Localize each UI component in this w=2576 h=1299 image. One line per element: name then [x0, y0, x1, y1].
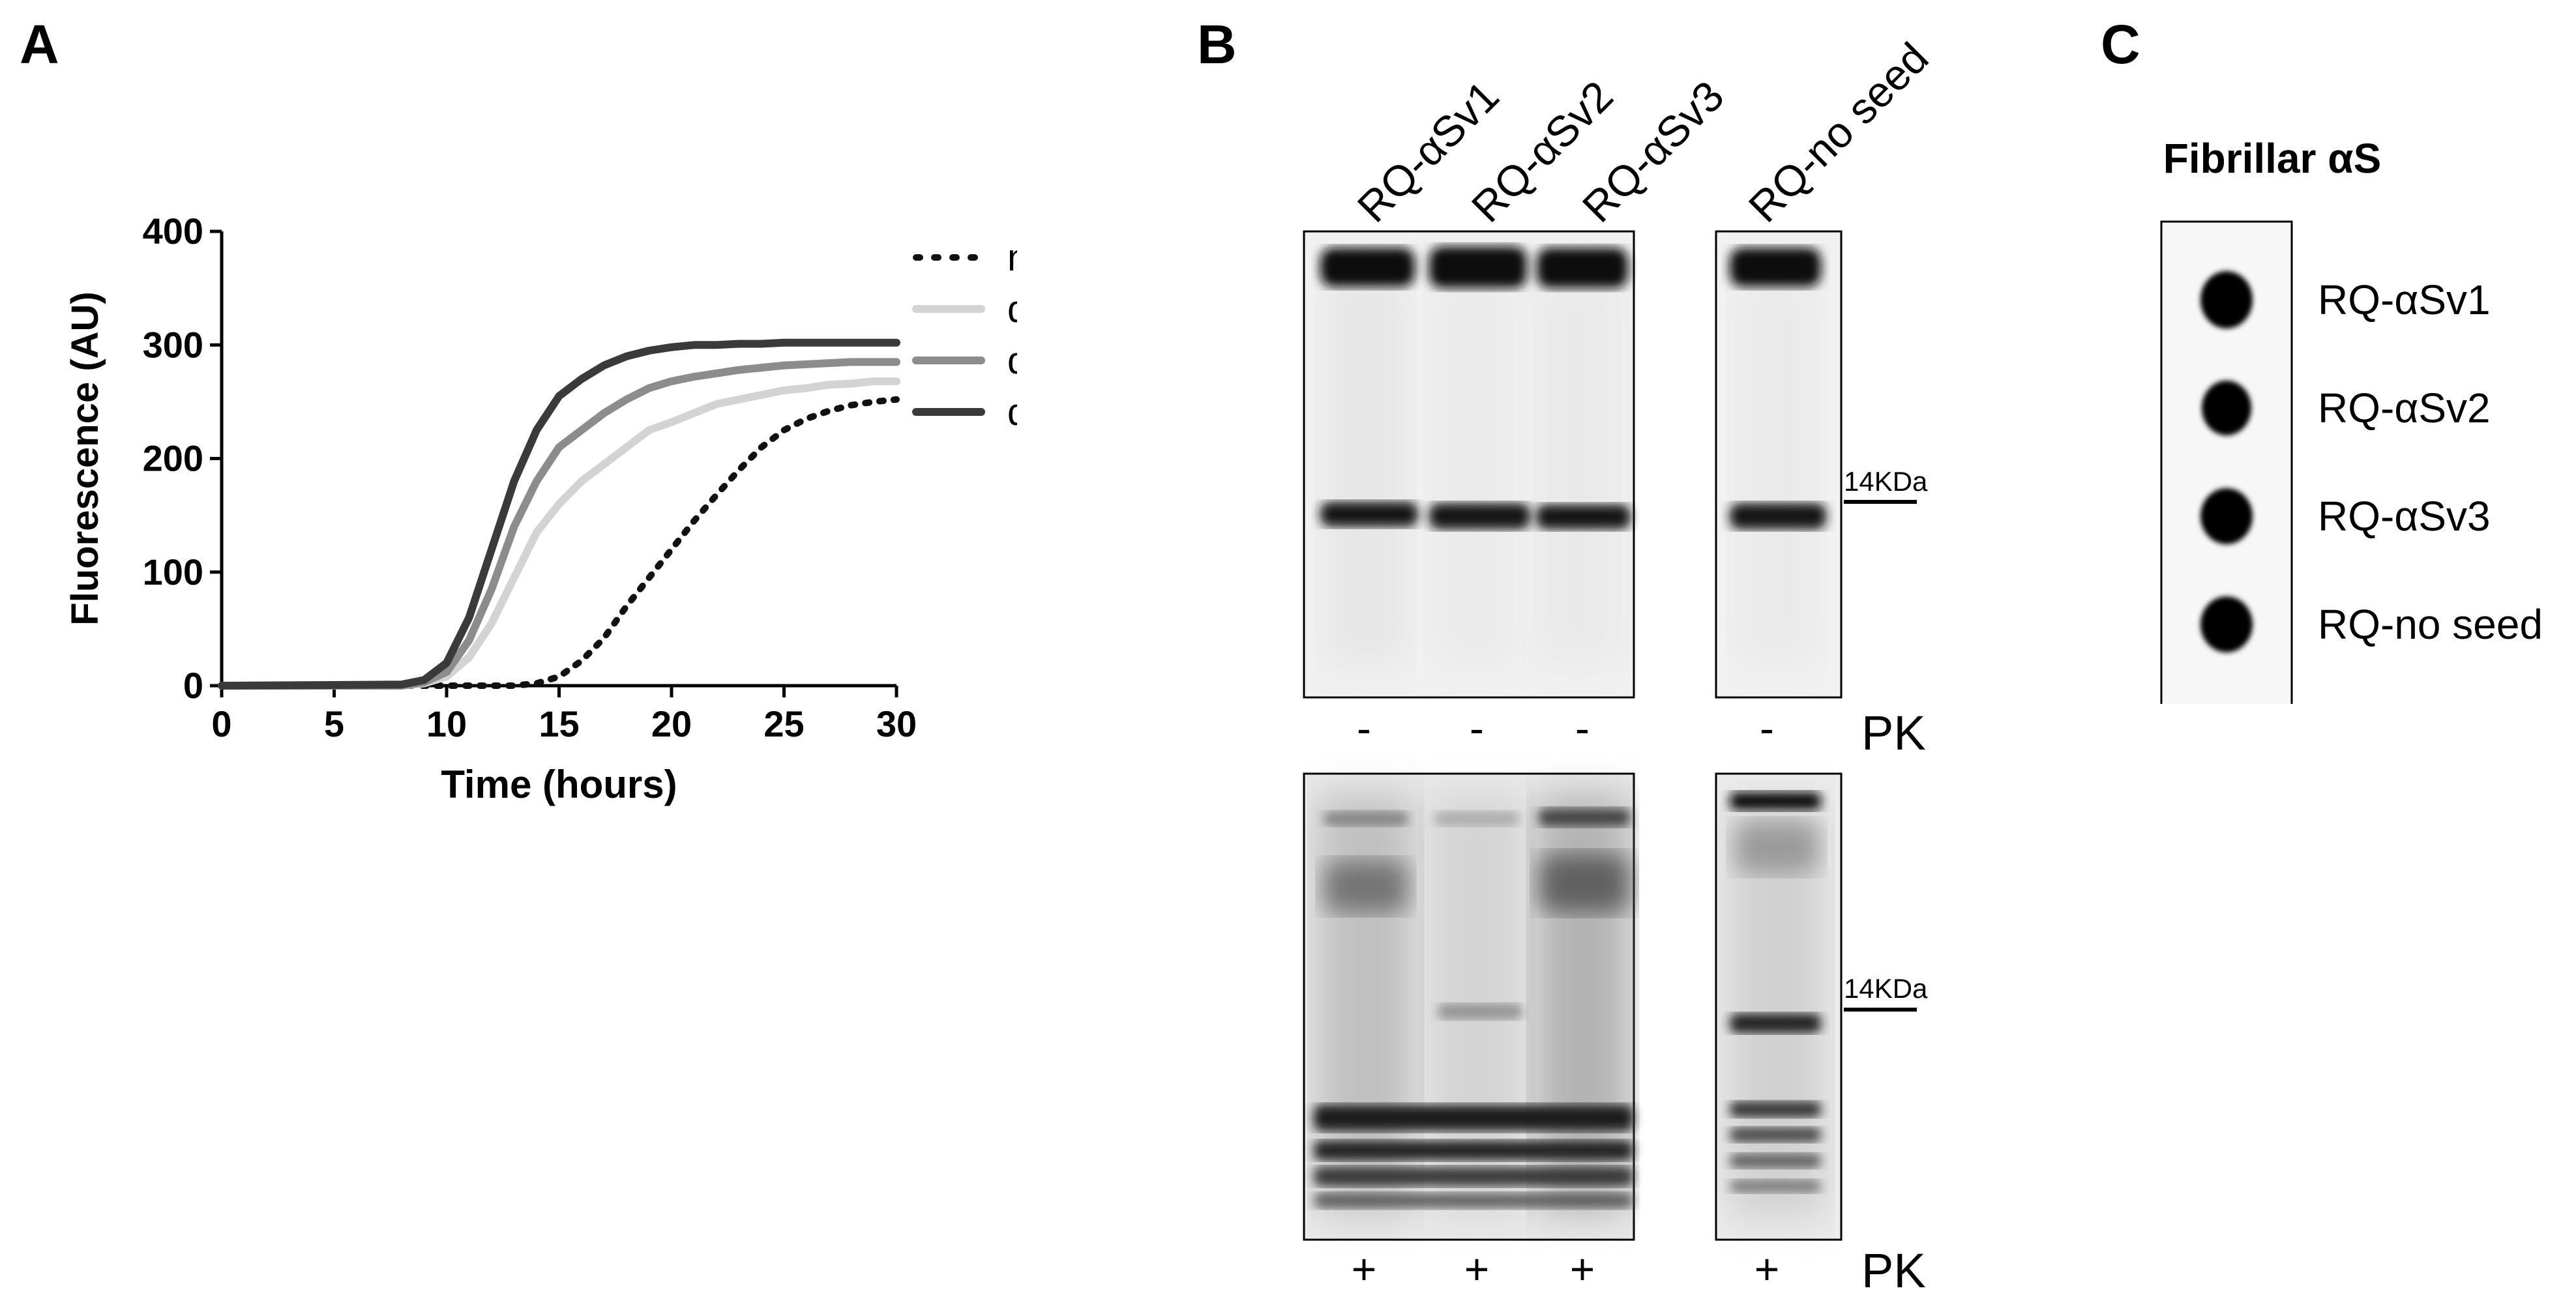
marker-label-top: 14KDa: [1844, 466, 1928, 497]
bottom-blot-left: [1303, 772, 1635, 1241]
y-tick-label-0: 0: [183, 665, 203, 706]
pk-sign-bottom-4: +: [1754, 1245, 1780, 1293]
legend-label-1: αSv1: [1007, 288, 1017, 330]
y-tick-label-3: 300: [143, 324, 203, 365]
marker-label-bottom: 14KDa: [1844, 973, 1928, 1004]
top-blot-right: [1715, 230, 1843, 699]
x-tick-label-4: 20: [651, 703, 692, 744]
top-blot-left: [1303, 230, 1635, 699]
legend-label-0: no seed: [1007, 237, 1017, 279]
y-tick-label-1: 100: [143, 551, 203, 592]
pk-label-top: PK: [1861, 706, 1926, 760]
pk-sign-top-3: -: [1575, 704, 1590, 752]
dot-label-3: RQ-αSv3: [2318, 493, 2491, 540]
dot-blot-title: Fibrillar αS: [2163, 135, 2382, 182]
x-tick-label-5: 25: [763, 703, 804, 744]
panel-label-c: C: [2101, 14, 2140, 75]
pk-label-bottom: PK: [1861, 1244, 1926, 1298]
dot-1: [2200, 271, 2253, 328]
dot-label-1: RQ-αSv1: [2318, 276, 2491, 323]
series-line-0: [218, 396, 900, 689]
dot-4: [2200, 596, 2253, 652]
dot-label-4: RQ-no seed: [2318, 601, 2543, 648]
y-tick-label-2: 200: [143, 438, 203, 479]
pk-sign-bottom-3: +: [1570, 1245, 1595, 1293]
x-tick-label-0: 0: [211, 703, 231, 744]
x-tick-label-2: 10: [426, 703, 467, 744]
pk-sign-bottom-1: +: [1352, 1245, 1377, 1293]
pk-sign-top-1: -: [1357, 704, 1371, 752]
panel-label-a: A: [20, 14, 59, 75]
x-tick-label-6: 30: [876, 703, 917, 744]
fluorescence-chart: 0 100 200 300 400 0 5 10 15 20 25 30 Time (hours) Flu…: [64, 211, 1017, 806]
pk-sign-top-4: -: [1760, 704, 1774, 752]
y-tick-label-4: 400: [143, 211, 203, 252]
lane-label-4: RQ-no seed: [1740, 33, 1938, 231]
x-axis-label: Time (hours): [441, 763, 677, 806]
dot-2: [2202, 381, 2251, 435]
y-axis-label: Fluorescence (AU): [64, 291, 106, 625]
dot-label-2: RQ-αSv2: [2318, 385, 2491, 431]
x-tick-label-1: 5: [324, 703, 344, 744]
dot-blot: Fibrillar αS RQ-αSv1 RQ-αSv2 RQ-αSv3 RQ-…: [2160, 135, 2543, 704]
x-tick-label-3: 15: [539, 703, 579, 744]
pk-sign-top-2: -: [1470, 704, 1484, 752]
legend-label-2: αSv2: [1007, 340, 1017, 382]
legend-label-3: αSv3: [1007, 391, 1017, 433]
dot-3: [2200, 488, 2253, 544]
bottom-blot-right: [1715, 772, 1843, 1241]
series-line-3: [218, 338, 900, 690]
series-line-2: [218, 358, 900, 690]
pk-sign-bottom-2: +: [1464, 1245, 1490, 1293]
series-line-1: [218, 377, 900, 690]
panel-label-b: B: [1197, 14, 1237, 75]
western-blot: RQ-αSv1 RQ-αSv2 RQ-αSv3 RQ-no seed 14KDa…: [1303, 33, 1938, 1298]
